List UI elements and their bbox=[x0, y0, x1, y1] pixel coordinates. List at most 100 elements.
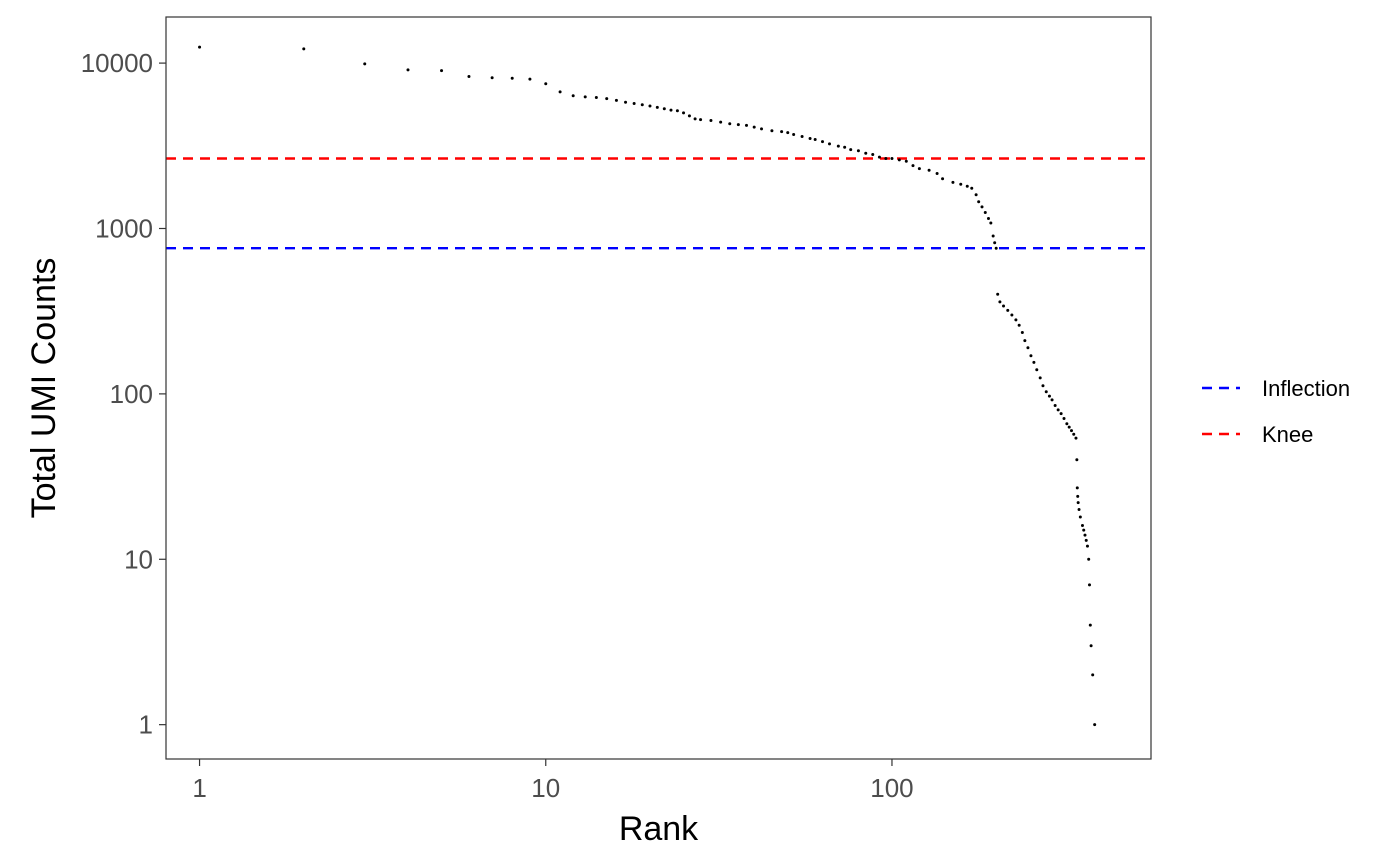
data-point bbox=[1026, 346, 1030, 350]
data-point bbox=[890, 156, 894, 160]
data-point bbox=[558, 90, 562, 94]
y-tick-label: 10000 bbox=[81, 48, 153, 78]
data-point bbox=[986, 216, 990, 220]
data-point bbox=[1062, 416, 1066, 420]
data-point bbox=[941, 177, 945, 181]
data-point bbox=[856, 149, 860, 153]
data-point bbox=[1010, 313, 1014, 317]
data-point bbox=[800, 134, 804, 138]
y-tick-label: 100 bbox=[110, 379, 153, 409]
data-point bbox=[786, 131, 790, 135]
y-tick-label: 1000 bbox=[95, 213, 153, 243]
x-axis: 1 10 100 bbox=[192, 759, 914, 803]
data-point bbox=[662, 107, 666, 111]
data-point bbox=[911, 164, 915, 168]
data-point bbox=[1087, 583, 1091, 587]
data-point bbox=[655, 105, 659, 109]
y-axis-title: Total UMI Counts bbox=[25, 258, 63, 519]
data-point bbox=[792, 133, 796, 137]
data-point bbox=[1002, 304, 1006, 308]
x-tick-label: 10 bbox=[531, 773, 560, 803]
data-point bbox=[544, 82, 548, 86]
data-point bbox=[951, 180, 955, 184]
data-point bbox=[614, 98, 618, 102]
data-point bbox=[927, 168, 931, 172]
data-point bbox=[980, 205, 984, 209]
data-point bbox=[1069, 429, 1073, 433]
data-point bbox=[821, 140, 824, 144]
data-point bbox=[974, 193, 978, 197]
data-point bbox=[780, 130, 784, 134]
data-point bbox=[594, 95, 598, 99]
data-point bbox=[363, 62, 367, 66]
data-point bbox=[675, 109, 679, 113]
data-point bbox=[1088, 623, 1092, 627]
data-point bbox=[728, 122, 732, 126]
data-point bbox=[813, 138, 817, 142]
data-point bbox=[843, 145, 847, 149]
data-point bbox=[1093, 723, 1097, 727]
legend-label-knee: Knee bbox=[1262, 422, 1313, 447]
data-point bbox=[302, 47, 306, 51]
data-point bbox=[1074, 436, 1078, 440]
data-point bbox=[1056, 408, 1060, 412]
data-point bbox=[571, 94, 575, 98]
data-point bbox=[871, 153, 875, 157]
data-point bbox=[1059, 412, 1063, 416]
data-point bbox=[864, 151, 868, 155]
y-tick-label: 1 bbox=[139, 710, 153, 740]
data-point bbox=[1065, 422, 1069, 426]
data-point bbox=[1080, 524, 1084, 528]
data-point bbox=[1083, 533, 1087, 537]
data-point bbox=[648, 104, 652, 108]
data-point bbox=[198, 45, 202, 49]
data-point bbox=[687, 114, 691, 118]
data-point bbox=[904, 159, 908, 163]
data-point bbox=[877, 155, 881, 159]
data-point bbox=[1032, 360, 1036, 364]
data-point bbox=[1035, 368, 1039, 372]
data-point bbox=[510, 76, 514, 80]
data-point bbox=[1053, 404, 1057, 408]
legend-label-inflection: Inflection bbox=[1262, 376, 1350, 401]
data-point bbox=[1089, 644, 1093, 648]
data-point bbox=[1076, 494, 1080, 498]
data-point bbox=[1047, 394, 1051, 398]
data-point bbox=[699, 118, 703, 122]
data-point bbox=[1084, 538, 1088, 542]
data-point bbox=[1087, 557, 1091, 561]
data-point bbox=[467, 74, 471, 78]
data-point bbox=[736, 123, 740, 127]
data-point bbox=[624, 100, 628, 104]
data-point bbox=[719, 120, 723, 124]
data-point bbox=[693, 117, 697, 121]
data-point bbox=[808, 137, 812, 141]
data-point bbox=[977, 200, 981, 204]
data-point bbox=[917, 167, 921, 171]
data-point bbox=[605, 97, 609, 101]
plot-panel-border bbox=[165, 16, 1152, 760]
data-point bbox=[528, 77, 532, 81]
data-point bbox=[632, 101, 636, 105]
data-point bbox=[440, 69, 444, 73]
data-point bbox=[1029, 354, 1033, 358]
x-tick-label: 1 bbox=[192, 773, 206, 803]
data-point bbox=[583, 95, 587, 99]
data-point bbox=[1091, 673, 1095, 677]
data-point bbox=[1085, 544, 1089, 548]
data-point bbox=[1075, 458, 1079, 462]
data-point bbox=[970, 186, 974, 190]
data-point bbox=[1041, 384, 1045, 388]
x-tick-label: 100 bbox=[870, 773, 913, 803]
data-point bbox=[1072, 432, 1076, 436]
data-point bbox=[1038, 376, 1042, 380]
data-point bbox=[1017, 323, 1021, 327]
data-point bbox=[993, 241, 997, 245]
data-point bbox=[836, 144, 840, 148]
data-point bbox=[1050, 398, 1054, 402]
data-point bbox=[1076, 501, 1080, 505]
data-point bbox=[406, 68, 410, 72]
data-point bbox=[959, 182, 963, 186]
data-point bbox=[752, 125, 756, 129]
data-point bbox=[1020, 331, 1024, 335]
